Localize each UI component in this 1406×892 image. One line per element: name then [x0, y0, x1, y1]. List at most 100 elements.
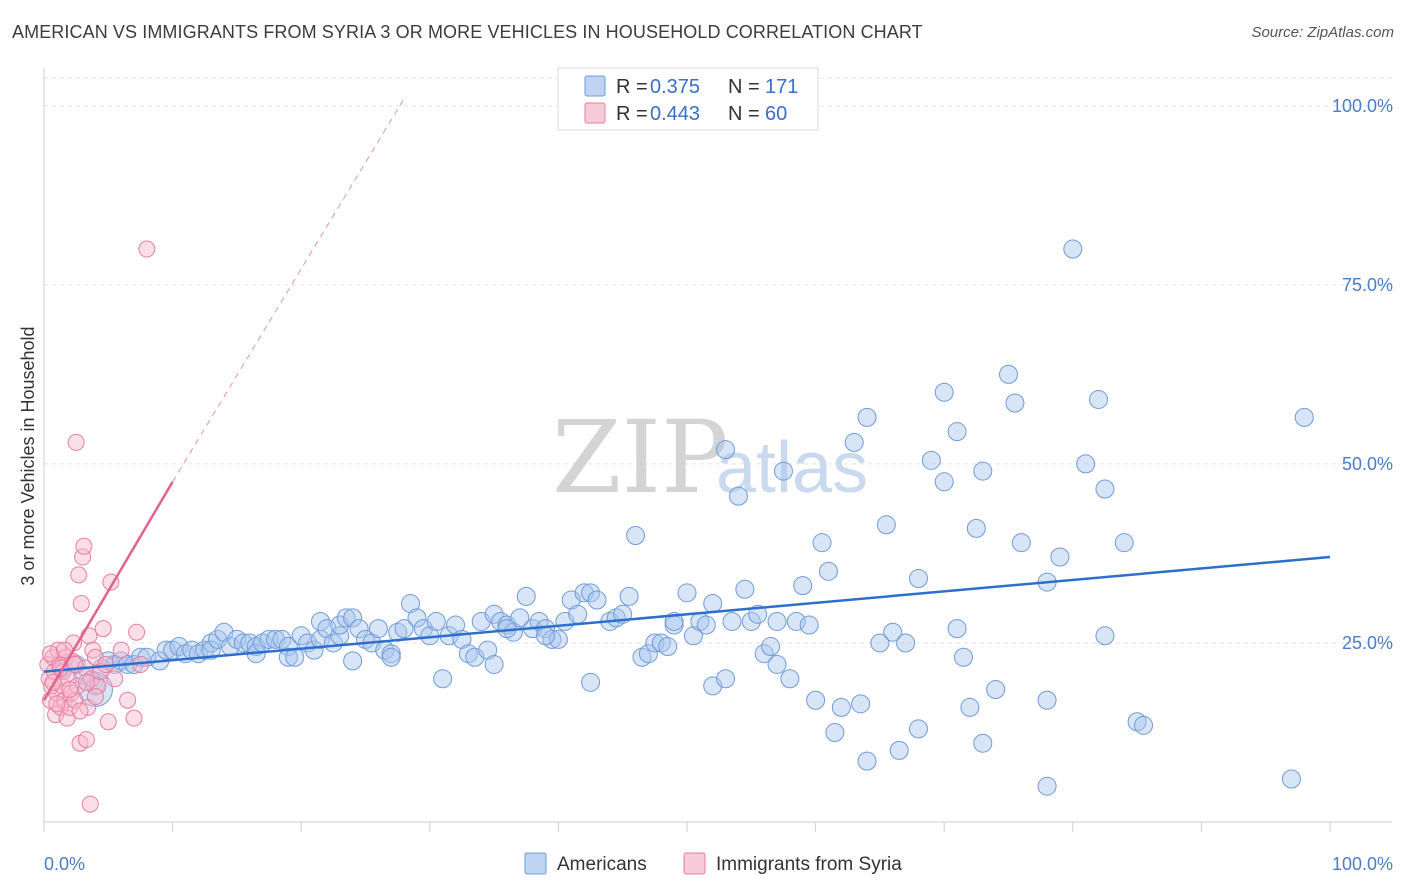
y-tick-label-75: 75.0%: [1342, 275, 1393, 295]
americans-point-26: [233, 633, 253, 653]
legend-swatch-americans: [584, 75, 606, 97]
legend-n-value-americans: 171: [765, 76, 798, 98]
y-tick-label-100: 100.0%: [1332, 96, 1393, 116]
americans-point-82: [548, 629, 568, 649]
americans-point-154: [1037, 690, 1057, 710]
x-tick-label-max: 100.0%: [1332, 854, 1393, 874]
americans-point-146: [960, 697, 980, 717]
legend-r-value-americans: 0.375: [650, 76, 700, 98]
americans-point-76: [510, 608, 530, 628]
americans-point-57: [394, 619, 414, 639]
americans-point-169: [536, 626, 556, 646]
americans-point-48: [343, 651, 363, 671]
americans-point-115: [754, 644, 774, 664]
syria-point-55: [61, 681, 79, 699]
americans-point-160: [1089, 389, 1109, 409]
legend-n-label-syria: N =: [728, 103, 760, 125]
americans-point-138: [908, 719, 928, 739]
trend-lines: [42, 98, 1331, 701]
americans-point-116: [761, 637, 781, 657]
americans-point-163: [1114, 533, 1134, 553]
syria-point-28: [75, 537, 93, 555]
americans-point-167: [1281, 769, 1301, 789]
syria-point-39: [94, 620, 112, 638]
americans-point-127: [825, 722, 845, 742]
americans-point-49: [349, 619, 369, 639]
syria-point-33: [81, 795, 99, 813]
americans-point-144: [947, 422, 967, 442]
americans-point-21: [201, 640, 221, 660]
americans-point-87: [581, 672, 601, 692]
americans-point-132: [857, 751, 877, 771]
americans-point-59: [407, 608, 427, 628]
americans-point-135: [883, 622, 903, 642]
americans-point-136: [889, 740, 909, 760]
americans-point-119: [773, 461, 793, 481]
americans-point-112: [735, 579, 755, 599]
legend-r-label-americans: R =: [616, 76, 648, 98]
americans-point-110: [722, 611, 742, 631]
y-axis-title: 3 or more Vehicles in Household: [18, 326, 38, 585]
americans-point-142: [934, 472, 954, 492]
americans-point-72: [484, 604, 504, 624]
americans-point-166: [1294, 407, 1314, 427]
americans-point-88: [581, 583, 601, 603]
americans-point-105: [696, 615, 716, 635]
americans-point-140: [921, 450, 941, 470]
americans-point-148: [973, 733, 993, 753]
americans-point-151: [999, 364, 1018, 384]
americans-point-165: [1134, 715, 1154, 735]
americans-point-121: [786, 611, 806, 631]
syria-point-47: [128, 623, 146, 641]
americans-point-164: [1127, 712, 1147, 732]
americans-point-149: [973, 461, 993, 481]
bottom-legend: Americans Immigrants from Syria: [524, 852, 902, 875]
americans-points: [53, 239, 1314, 796]
americans-point-161: [1095, 479, 1115, 499]
legend-n-value-syria: 60: [765, 103, 787, 125]
americans-point-133: [870, 633, 890, 653]
americans-point-123: [799, 615, 819, 635]
americans-point-62: [426, 611, 446, 631]
americans-point-139: [908, 568, 928, 588]
americans-point-113: [741, 611, 761, 631]
americans-point-91: [606, 608, 626, 628]
americans-point-109: [716, 440, 736, 460]
americans-point-103: [683, 626, 703, 646]
syria-point-45: [119, 691, 137, 709]
americans-point-137: [896, 633, 916, 653]
americans-point-114: [748, 604, 768, 624]
americans-point-157: [1050, 547, 1070, 567]
syria-point-24: [70, 566, 88, 584]
americans-point-153: [1011, 533, 1031, 553]
americans-point-37: [291, 626, 311, 646]
americans-point-25: [227, 629, 247, 649]
americans-point-52: [368, 619, 388, 639]
grid-lines: [44, 77, 1392, 644]
x-tick-label-min: 0.0%: [44, 854, 85, 874]
americans-point-158: [1063, 239, 1083, 259]
syria-trend-extension: [172, 98, 405, 483]
americans-point-94: [626, 526, 646, 546]
americans-point-152: [1005, 393, 1025, 413]
bottom-legend-syria: Immigrants from Syria: [716, 854, 902, 875]
americans-point-20: [201, 633, 221, 653]
syria-point-46: [125, 709, 143, 727]
americans-point-102: [677, 583, 697, 603]
y-tick-labels: 25.0% 50.0% 75.0% 100.0%: [1332, 96, 1393, 653]
americans-point-147: [966, 518, 986, 538]
americans-point-141: [934, 382, 954, 402]
syria-point-21: [66, 691, 84, 709]
x-tick-labels: 0.0% 100.0%: [44, 854, 1393, 874]
americans-point-67: [458, 644, 478, 664]
americans-point-75: [503, 622, 523, 642]
americans-point-13: [156, 640, 176, 660]
syria-point-49: [138, 240, 156, 258]
americans-point-70: [478, 640, 498, 660]
americans-point-93: [619, 586, 639, 606]
americans-point-108: [716, 669, 736, 689]
syria-point-50: [41, 645, 59, 663]
syria-point-22: [67, 433, 85, 451]
americans-point-129: [844, 432, 864, 452]
americans-point-111: [728, 486, 748, 506]
